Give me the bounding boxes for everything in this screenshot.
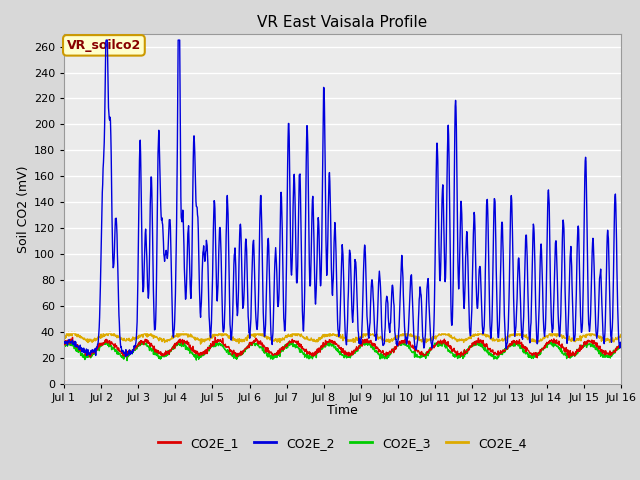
X-axis label: Time: Time: [327, 405, 358, 418]
Title: VR East Vaisala Profile: VR East Vaisala Profile: [257, 15, 428, 30]
Y-axis label: Soil CO2 (mV): Soil CO2 (mV): [17, 165, 29, 252]
Text: VR_soilco2: VR_soilco2: [67, 39, 141, 52]
Legend: CO2E_1, CO2E_2, CO2E_3, CO2E_4: CO2E_1, CO2E_2, CO2E_3, CO2E_4: [153, 432, 532, 455]
